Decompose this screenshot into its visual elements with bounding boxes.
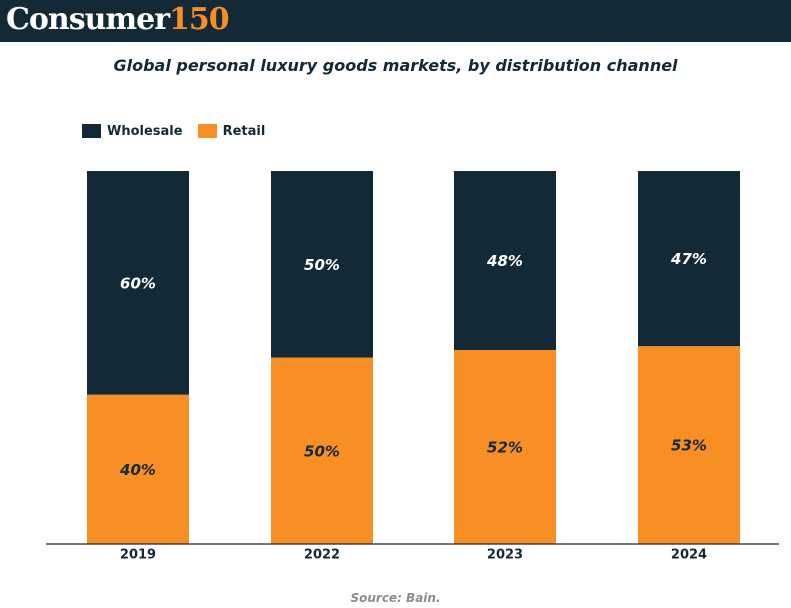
data-label-wholesale-2023: 48%: [486, 252, 523, 270]
chart-legend: Wholesale Retail: [82, 122, 280, 140]
data-label-retail-2019: 40%: [119, 461, 156, 479]
x-tick-label-2024: 2024: [671, 548, 707, 563]
legend-item-wholesale: Wholesale: [82, 124, 183, 139]
x-tick-label-2022: 2022: [304, 548, 340, 563]
bar-wholesale-2022: [271, 171, 373, 358]
brand-logo-number: 150: [169, 2, 230, 37]
chart-title: Global personal luxury goods markets, by…: [113, 56, 678, 75]
brand-header-bar: Consumer150: [0, 0, 791, 42]
bar-wholesale-2024: [638, 171, 740, 347]
data-label-wholesale-2022: 50%: [304, 256, 340, 274]
legend-label-retail: Retail: [222, 123, 266, 139]
source-note: Source: Bain.: [350, 591, 441, 605]
bar-wholesale-2019: [87, 171, 189, 395]
x-tick-label-2019: 2019: [120, 548, 156, 563]
stacked-bar-chart: 60% 40% 2019 50% 50% 2022 48% 52% 2023 47% 53% 2024: [46, 171, 779, 563]
legend-swatch-retail: [197, 124, 217, 138]
bar-retail-2023: [454, 350, 556, 544]
data-label-retail-2024: 53%: [671, 437, 707, 455]
bar-retail-2024: [638, 346, 740, 544]
data-label-retail-2022: 50%: [304, 442, 340, 460]
bar-wholesale-2023: [454, 171, 556, 351]
legend-item-retail: Retail: [197, 123, 266, 139]
brand-logo: Consumer150: [6, 0, 230, 42]
bar-retail-2019: [87, 394, 189, 544]
data-label-wholesale-2024: 47%: [670, 250, 707, 268]
legend-label-wholesale: Wholesale: [107, 123, 183, 139]
data-label-retail-2023: 52%: [487, 439, 523, 457]
x-tick-label-2023: 2023: [487, 548, 523, 563]
legend-swatch-wholesale: [82, 124, 101, 138]
brand-logo-word: Consumer: [6, 2, 170, 37]
data-label-wholesale-2019: 60%: [120, 274, 156, 292]
bar-retail-2022: [271, 357, 373, 544]
